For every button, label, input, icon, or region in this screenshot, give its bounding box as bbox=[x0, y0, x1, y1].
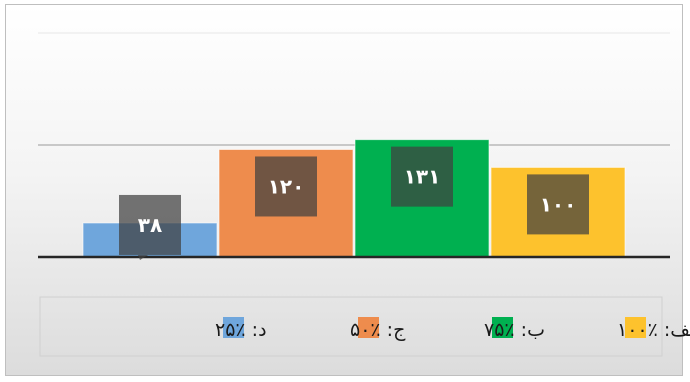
legend-item: د: ٪۲۵ bbox=[215, 317, 267, 341]
legend-swatch bbox=[492, 317, 513, 338]
legend: الف: ٪۱۰۰ ب: ٪۷۵ ج: ٪۵۰ د: ٪۲۵ bbox=[215, 317, 690, 341]
legend-swatch bbox=[625, 317, 646, 338]
data-label-box bbox=[119, 194, 181, 255]
data-label: ۱۰۰ bbox=[527, 174, 589, 235]
legend-label: الف: ٪۱۰۰ bbox=[617, 319, 690, 341]
data-labels: ۳۸ ۱۲۰ ۱۳۱ ۱۰۰ bbox=[119, 146, 589, 260]
legend-label: د: ٪۲۵ bbox=[215, 319, 267, 341]
data-label-value: ۱۳۱ bbox=[404, 165, 441, 189]
data-label: ۱۳۱ bbox=[391, 146, 453, 207]
data-label-value: ۱۲۰ bbox=[268, 174, 305, 198]
data-label-pointer bbox=[138, 254, 148, 260]
legend-box bbox=[39, 296, 663, 357]
gridlines bbox=[38, 32, 670, 146]
legend-swatch bbox=[223, 317, 244, 338]
legend-item: ج: ٪۵۰ bbox=[350, 317, 406, 341]
data-label: ۱۲۰ bbox=[255, 156, 317, 217]
legend-label: ب: ٪۷۵ bbox=[484, 319, 545, 341]
legend-item: ب: ٪۷۵ bbox=[484, 317, 545, 341]
data-label-box bbox=[527, 174, 589, 235]
data-label-value: ۳۸ bbox=[138, 213, 162, 237]
legend-item: الف: ٪۱۰۰ bbox=[617, 317, 690, 341]
data-label-box bbox=[255, 156, 317, 217]
legend-label: ج: ٪۵۰ bbox=[350, 319, 406, 341]
legend-swatch bbox=[358, 317, 379, 338]
data-label-value: ۱۰۰ bbox=[540, 192, 577, 216]
data-label: ۳۸ bbox=[119, 194, 181, 260]
data-label-box bbox=[391, 146, 453, 207]
